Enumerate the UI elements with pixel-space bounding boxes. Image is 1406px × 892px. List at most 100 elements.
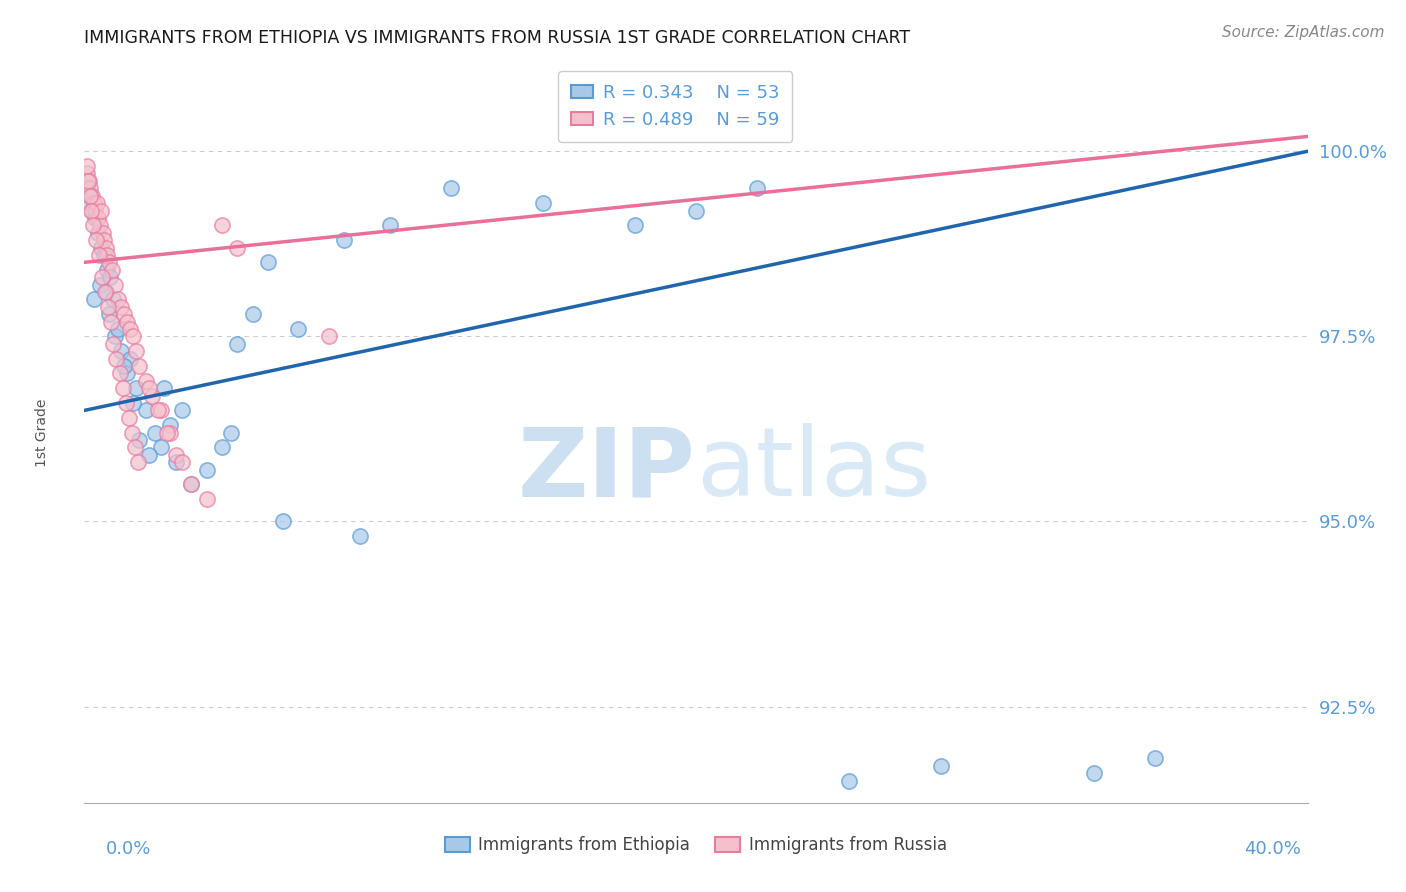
Point xyxy=(122,396,145,410)
Point xyxy=(211,219,233,233)
Text: ZIP: ZIP xyxy=(517,423,696,516)
Point xyxy=(77,174,100,188)
Point xyxy=(747,181,769,195)
Point xyxy=(138,381,160,395)
Point xyxy=(77,174,100,188)
Point xyxy=(80,203,103,218)
Point xyxy=(127,455,149,469)
Point xyxy=(100,315,122,329)
Point xyxy=(103,293,125,307)
Point xyxy=(838,773,860,788)
Point xyxy=(104,329,127,343)
Point xyxy=(159,425,181,440)
Point xyxy=(141,389,163,403)
Point xyxy=(172,403,194,417)
Point xyxy=(93,248,115,262)
Point xyxy=(98,270,121,285)
Point xyxy=(87,211,110,225)
Point xyxy=(349,529,371,543)
Point xyxy=(105,351,128,366)
Point xyxy=(84,203,107,218)
Point xyxy=(110,300,132,314)
Point xyxy=(118,410,141,425)
Point xyxy=(219,425,242,440)
Text: 1st Grade: 1st Grade xyxy=(35,399,49,467)
Point xyxy=(83,196,105,211)
Point xyxy=(242,307,264,321)
Point xyxy=(112,359,135,373)
Point xyxy=(128,359,150,373)
Point xyxy=(226,241,249,255)
Point xyxy=(90,203,112,218)
Point xyxy=(94,285,117,299)
Point xyxy=(84,233,107,247)
Point xyxy=(91,270,114,285)
Point xyxy=(76,181,98,195)
Point xyxy=(165,448,187,462)
Point xyxy=(122,329,145,343)
Text: IMMIGRANTS FROM ETHIOPIA VS IMMIGRANTS FROM RUSSIA 1ST GRADE CORRELATION CHART: IMMIGRANTS FROM ETHIOPIA VS IMMIGRANTS F… xyxy=(84,29,911,47)
Point xyxy=(121,425,143,440)
Point xyxy=(112,307,135,321)
Point xyxy=(107,322,129,336)
Point xyxy=(153,381,176,395)
Point xyxy=(108,367,131,381)
Point xyxy=(156,425,179,440)
Point xyxy=(82,219,104,233)
Text: 0.0%: 0.0% xyxy=(105,840,150,858)
Point xyxy=(77,196,100,211)
Point xyxy=(318,329,340,343)
Point xyxy=(86,196,108,211)
Point xyxy=(195,492,218,507)
Point xyxy=(97,307,120,321)
Point xyxy=(84,211,107,225)
Legend: Immigrants from Ethiopia, Immigrants from Russia: Immigrants from Ethiopia, Immigrants fro… xyxy=(439,830,953,861)
Point xyxy=(143,425,166,440)
Point xyxy=(380,219,402,233)
Point xyxy=(80,203,103,218)
Point xyxy=(79,181,101,195)
Point xyxy=(226,336,249,351)
Point xyxy=(124,441,146,455)
Point xyxy=(79,188,101,202)
Point xyxy=(89,277,111,292)
Text: Source: ZipAtlas.com: Source: ZipAtlas.com xyxy=(1222,25,1385,40)
Point xyxy=(685,203,707,218)
Point xyxy=(89,219,111,233)
Point xyxy=(440,181,463,195)
Point xyxy=(94,285,117,299)
Point xyxy=(94,241,117,255)
Point xyxy=(91,226,114,240)
Point xyxy=(128,433,150,447)
Point xyxy=(1143,751,1166,765)
Point xyxy=(929,759,952,773)
Point xyxy=(120,351,142,366)
Point xyxy=(79,188,101,202)
Point xyxy=(531,196,554,211)
Point xyxy=(257,255,280,269)
Point xyxy=(107,293,129,307)
Point xyxy=(146,403,169,417)
Point xyxy=(104,277,127,292)
Text: 40.0%: 40.0% xyxy=(1244,840,1301,858)
Point xyxy=(111,381,134,395)
Point xyxy=(87,226,110,240)
Point xyxy=(271,515,294,529)
Point xyxy=(96,248,118,262)
Point xyxy=(180,477,202,491)
Point xyxy=(101,262,124,277)
Point xyxy=(90,241,112,255)
Point xyxy=(333,233,356,247)
Point xyxy=(97,255,120,269)
Point xyxy=(165,455,187,469)
Point xyxy=(125,344,148,359)
Point xyxy=(172,455,194,469)
Point xyxy=(115,315,138,329)
Point xyxy=(120,322,142,336)
Point xyxy=(149,403,172,417)
Point xyxy=(624,219,647,233)
Point xyxy=(93,233,115,247)
Point xyxy=(149,441,172,455)
Point xyxy=(195,462,218,476)
Point xyxy=(76,167,98,181)
